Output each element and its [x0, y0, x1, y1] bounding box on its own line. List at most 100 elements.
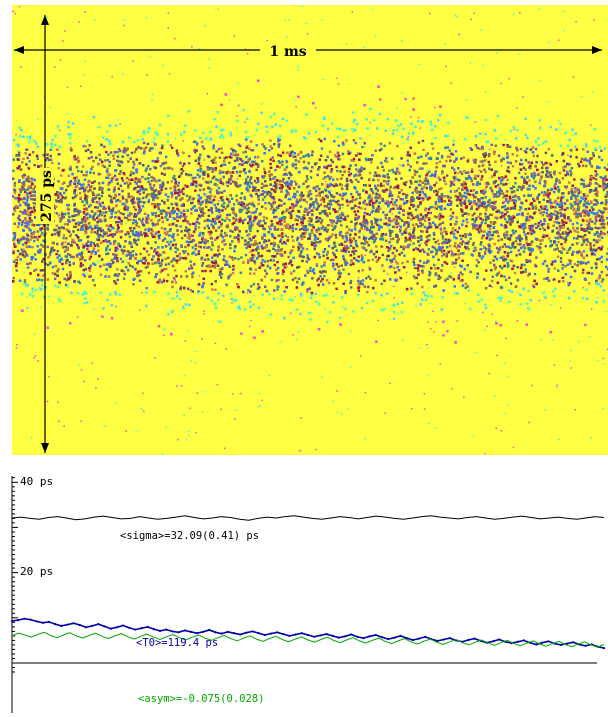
heatmap-dot [585, 165, 587, 167]
heatmap-dot [467, 160, 469, 162]
heatmap-dot [573, 76, 575, 78]
heatmap-dot [553, 339, 555, 341]
heatmap-dot [191, 360, 193, 362]
heatmap-dot [450, 197, 452, 199]
heatmap-dot [355, 164, 357, 166]
heatmap-dot [141, 409, 143, 411]
heatmap-dot [276, 261, 278, 263]
heatmap-dot [229, 230, 231, 232]
heatmap-dot [353, 158, 355, 160]
heatmap-dot [445, 160, 447, 162]
heatmap-dot [525, 159, 527, 161]
heatmap-dot [543, 278, 545, 280]
heatmap-dot [600, 285, 602, 287]
heatmap-dot [433, 238, 435, 240]
heatmap-dot [393, 297, 395, 299]
heatmap-dot [376, 233, 378, 235]
heatmap-dot [270, 259, 272, 261]
heatmap-dot [374, 171, 376, 173]
heatmap-dot [378, 320, 380, 322]
heatmap-dot [270, 116, 272, 118]
heatmap-dot [175, 138, 177, 140]
heatmap-dot [264, 276, 266, 278]
heatmap-dot [362, 234, 364, 236]
heatmap-dot [194, 129, 196, 131]
heatmap-dot [554, 365, 556, 367]
heatmap-dot [223, 255, 225, 257]
heatmap-dot [261, 103, 263, 105]
heatmap-dot [450, 272, 452, 274]
heatmap-dot [352, 112, 354, 114]
heatmap-dot [281, 294, 283, 296]
heatmap-dot [136, 275, 138, 277]
heatmap-dot [120, 185, 122, 187]
heatmap-dot [254, 135, 256, 137]
heatmap-dot [146, 74, 148, 76]
heatmap-dot [514, 177, 516, 179]
heatmap-dot [569, 262, 571, 264]
heatmap-dot [341, 414, 343, 416]
heatmap-dot [411, 245, 413, 247]
heatmap-dot [129, 227, 131, 229]
heatmap-dot [375, 341, 377, 343]
heatmap-dot [557, 384, 559, 386]
heatmap-dot [111, 76, 113, 78]
heatmap-dot [85, 61, 87, 63]
heatmap-dot [315, 107, 317, 109]
heatmap-dot [57, 401, 59, 403]
heatmap-dot [554, 206, 556, 208]
heatmap-dot [354, 205, 356, 207]
heatmap-dot [500, 144, 502, 146]
heatmap-dot [488, 177, 490, 179]
heatmap-dot [146, 250, 148, 252]
heatmap-dot [481, 29, 483, 31]
heatmap-dot [249, 252, 251, 254]
heatmap-dot [190, 265, 192, 267]
heatmap-dot [518, 213, 520, 215]
heatmap-dot [263, 168, 265, 170]
heatmap-dot [165, 264, 167, 266]
heatmap-dot [28, 149, 30, 151]
heatmap-dot [450, 208, 452, 210]
heatmap-dot [254, 240, 256, 242]
heatmap-dot [428, 322, 430, 324]
heatmap-dot [236, 120, 238, 122]
heatmap-dot [583, 205, 585, 207]
heatmap-dot [225, 196, 227, 198]
heatmap-dot [362, 279, 364, 281]
heatmap-dot [526, 302, 528, 304]
heatmap-dot [121, 177, 123, 179]
heatmap-dot [184, 375, 186, 377]
heatmap-dot [553, 225, 555, 227]
heatmap-dot [98, 200, 100, 202]
heatmap-dot [579, 242, 581, 244]
heatmap-dot [149, 55, 151, 57]
heatmap-dot [247, 53, 249, 55]
heatmap-dot [201, 412, 203, 414]
heatmap-dot [113, 158, 115, 160]
heatmap-dot [218, 226, 220, 228]
heatmap-dot [337, 412, 339, 414]
heatmap-dot [138, 226, 140, 228]
heatmap-dot [343, 247, 345, 249]
heatmap-dot [177, 184, 179, 186]
heatmap-dot [454, 253, 456, 255]
heatmap-dot [58, 163, 60, 165]
heatmap-dot [504, 243, 506, 245]
heatmap-dot [473, 189, 475, 191]
heatmap-dot [218, 148, 220, 150]
heatmap-dot [469, 194, 471, 196]
heatmap-dot [436, 427, 438, 429]
heatmap-dot [419, 348, 421, 350]
heatmap-dot [502, 192, 504, 194]
heatmap-dot [390, 201, 392, 203]
heatmap-dot [310, 176, 312, 178]
heatmap-dot [236, 116, 238, 118]
heatmap-dot [459, 34, 461, 36]
heatmap-dot [56, 256, 58, 258]
heatmap-dot [177, 439, 179, 441]
heatmap-dot [492, 314, 494, 316]
heatmap-dot [438, 243, 440, 245]
heatmap-dot [520, 148, 522, 150]
heatmap-dot [581, 96, 583, 98]
